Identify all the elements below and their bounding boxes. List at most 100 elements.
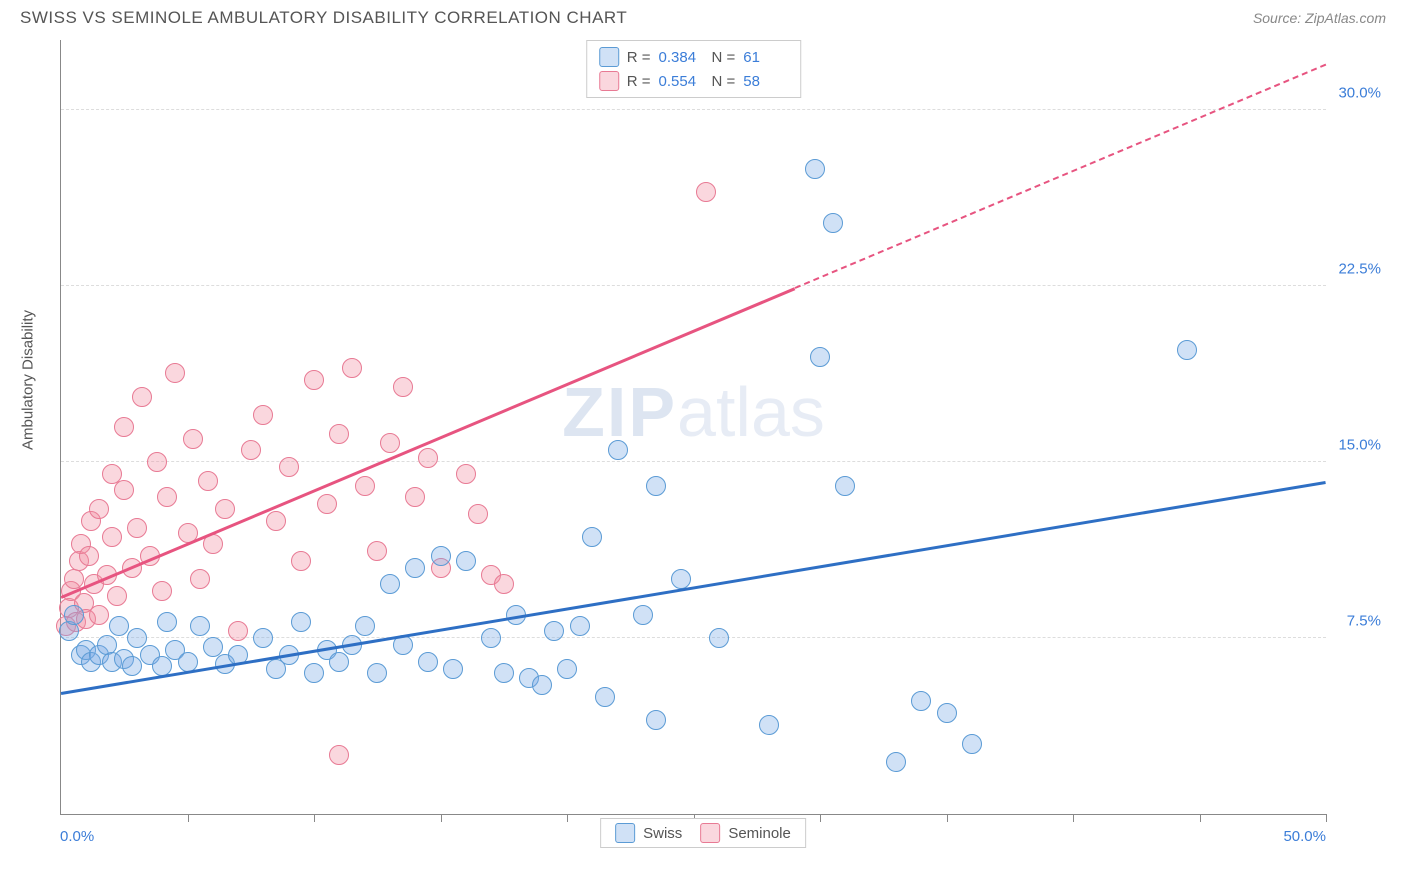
seminole-point [468,504,488,524]
y-axis-label: Ambulatory Disability [20,310,37,450]
seminole-point [89,499,109,519]
y-tick-label: 30.0% [1338,85,1381,102]
seminole-point [102,527,122,547]
swiss-point [810,347,830,367]
x-tick [567,814,568,822]
seminole-point [107,586,127,606]
chart-source: Source: ZipAtlas.com [1253,10,1386,26]
swiss-point [64,605,84,625]
seminole-point [215,499,235,519]
swiss-point [367,663,387,683]
gridline [61,637,1326,638]
x-tick [820,814,821,822]
seminole-legend-swatch [700,823,720,843]
swiss-point [456,551,476,571]
swiss-point [481,628,501,648]
legend-item-seminole: Seminole [700,823,791,843]
seminole-point [380,433,400,453]
watermark: ZIPatlas [562,372,825,452]
swiss-point [253,628,273,648]
gridline [61,461,1326,462]
seminole-point [279,457,299,477]
swiss-point [646,710,666,730]
seminole-trendline-dashed [794,64,1326,289]
swiss-point [291,612,311,632]
seminole-point [89,605,109,625]
plot-area: ZIPatlas R =0.384N =61R =0.554N =58 7.5%… [60,40,1326,815]
seminole-point [696,182,716,202]
swiss-point [190,616,210,636]
swiss-point [805,159,825,179]
swiss-point [443,659,463,679]
swiss-point [418,652,438,672]
seminole-point [291,551,311,571]
chart-container: Ambulatory Disability ZIPatlas R = 0.384 N… [20,40,1386,860]
stats-row-seminole: R = 0.554 N = 58 [599,69,789,93]
legend-label: Seminole [728,825,791,842]
swiss-point [532,675,552,695]
x-tick [1326,814,1327,822]
seminole-point [367,541,387,561]
seminole-point [342,358,362,378]
swiss-swatch [599,47,619,67]
n-label: N = [712,73,736,90]
swiss-point [157,612,177,632]
swiss-point [494,663,514,683]
swiss-point [329,652,349,672]
swiss-point [595,687,615,707]
x-axis-max-label: 50.0% [1283,828,1326,845]
swiss-point [759,715,779,735]
x-tick [1073,814,1074,822]
seminole-point [198,471,218,491]
swiss-trendline [61,481,1326,695]
swiss-point [886,752,906,772]
n-label: N = [712,49,736,66]
gridline [61,285,1326,286]
legend: Swiss Seminole [600,818,806,848]
legend-item-swiss: Swiss [615,823,682,843]
r-value: 0.554 [659,73,704,90]
seminole-point [329,424,349,444]
seminole-point [393,377,413,397]
r-value: 0.384 [659,49,704,66]
n-value: 61 [743,49,788,66]
seminole-point [152,581,172,601]
swiss-point [633,605,653,625]
r-label: R = [627,73,651,90]
seminole-swatch [599,71,619,91]
y-tick-label: 22.5% [1338,261,1381,278]
x-tick [947,814,948,822]
swiss-point [380,574,400,594]
swiss-legend-swatch [615,823,635,843]
swiss-point [937,703,957,723]
x-tick [1200,814,1201,822]
seminole-trendline [61,287,796,598]
n-value: 58 [743,73,788,90]
gridline [61,109,1326,110]
r-label: R = [627,49,651,66]
watermark-zip: ZIP [562,373,677,451]
swiss-point [582,527,602,547]
swiss-point [109,616,129,636]
seminole-point [147,452,167,472]
seminole-point [165,363,185,383]
seminole-point [127,518,147,538]
seminole-point [494,574,514,594]
chart-header: SWISS VS SEMINOLE AMBULATORY DISABILITY … [0,0,1406,32]
swiss-point [608,440,628,460]
swiss-point [1177,340,1197,360]
swiss-point [709,628,729,648]
swiss-point [557,659,577,679]
seminole-point [253,405,273,425]
swiss-point [122,656,142,676]
seminole-point [132,387,152,407]
swiss-point [962,734,982,754]
seminole-point [304,370,324,390]
swiss-point [355,616,375,636]
seminole-point [266,511,286,531]
swiss-point [911,691,931,711]
seminole-point [114,417,134,437]
x-tick [188,814,189,822]
swiss-point [823,213,843,233]
seminole-point [183,429,203,449]
